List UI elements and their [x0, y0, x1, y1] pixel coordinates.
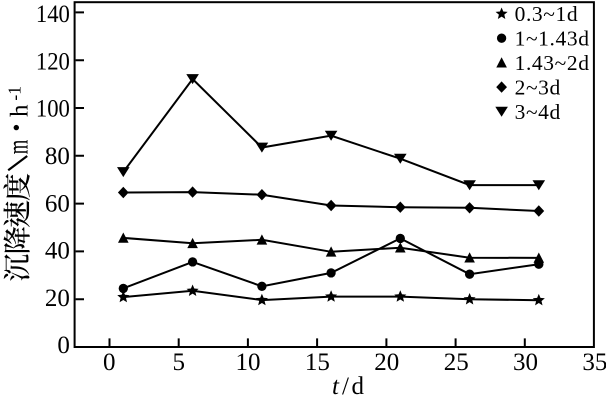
svg-text:140: 140 — [36, 1, 70, 28]
svg-text:20: 20 — [45, 285, 70, 312]
svg-text:20: 20 — [374, 349, 399, 376]
svg-text:0: 0 — [103, 349, 116, 376]
svg-text:60: 60 — [45, 190, 70, 217]
svg-text:0.3~1d: 0.3~1d — [515, 2, 579, 26]
svg-text:t/d: t / d — [332, 373, 365, 400]
svg-text:3~4d: 3~4d — [515, 100, 561, 124]
svg-text:10: 10 — [236, 349, 261, 376]
svg-text:40: 40 — [45, 238, 70, 265]
svg-text:25: 25 — [444, 349, 469, 376]
svg-text:2~3d: 2~3d — [515, 76, 561, 100]
svg-text:1.43~2d: 1.43~2d — [515, 51, 590, 75]
svg-text:m: m — [2, 140, 35, 155]
svg-text:-1: -1 — [4, 86, 24, 101]
svg-text:15: 15 — [305, 349, 330, 376]
svg-text:30: 30 — [513, 349, 538, 376]
svg-text:0: 0 — [57, 332, 70, 359]
svg-text:100: 100 — [36, 96, 70, 123]
svg-text:5: 5 — [172, 349, 185, 376]
svg-text:1~1.43d: 1~1.43d — [515, 27, 590, 51]
svg-text:35: 35 — [582, 349, 606, 376]
svg-text:h: h — [6, 104, 33, 117]
svg-text:80: 80 — [45, 143, 70, 170]
svg-text:120: 120 — [36, 49, 70, 76]
